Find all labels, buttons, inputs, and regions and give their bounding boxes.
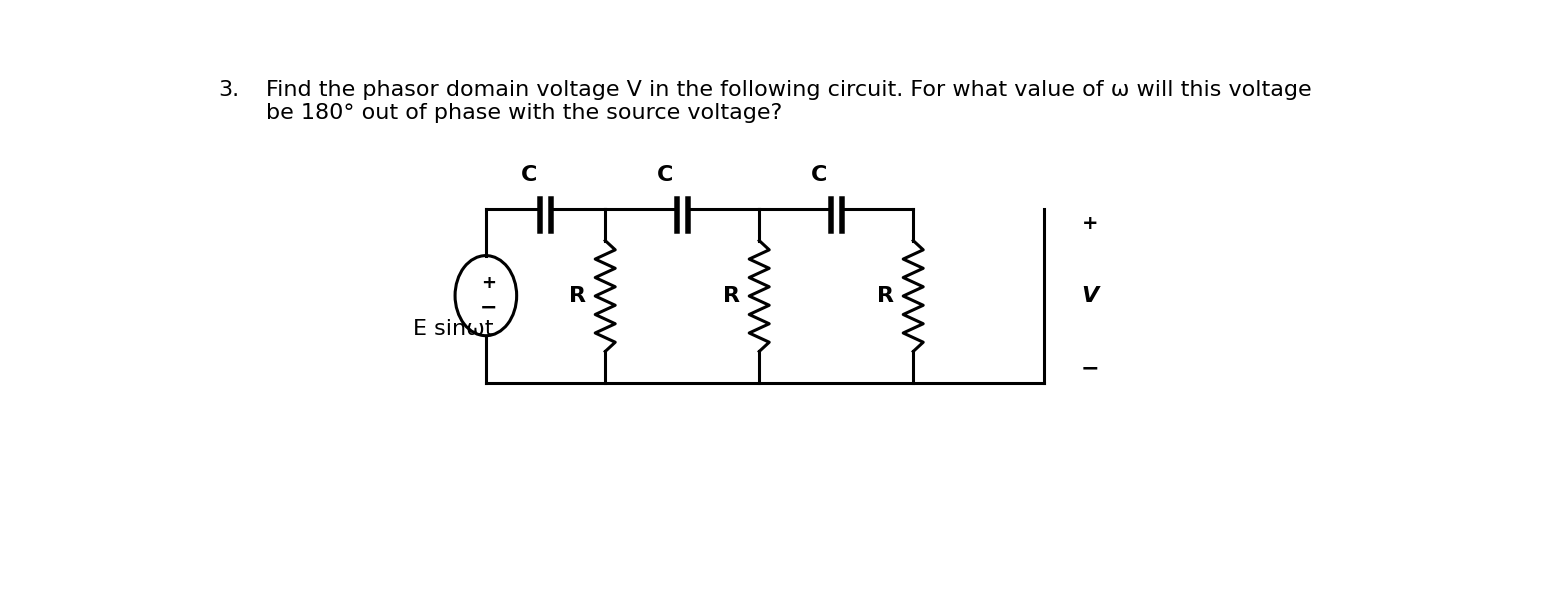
Text: C: C: [812, 165, 827, 185]
Text: R: R: [569, 286, 586, 306]
Text: V: V: [1082, 286, 1099, 306]
Text: −: −: [481, 298, 498, 318]
Text: +: +: [1082, 214, 1099, 233]
Text: C: C: [521, 165, 536, 185]
Text: be 180° out of phase with the source voltage?: be 180° out of phase with the source vol…: [266, 103, 782, 123]
Text: E sinωt: E sinωt: [413, 319, 493, 339]
Text: R: R: [724, 286, 741, 306]
Text: +: +: [481, 274, 496, 292]
Text: C: C: [657, 165, 674, 185]
Text: R: R: [877, 286, 894, 306]
Text: Find the phasor domain voltage V in the following circuit. For what value of ω w: Find the phasor domain voltage V in the …: [266, 80, 1313, 100]
Text: 3.: 3.: [218, 80, 240, 100]
Text: −: −: [1081, 359, 1099, 379]
